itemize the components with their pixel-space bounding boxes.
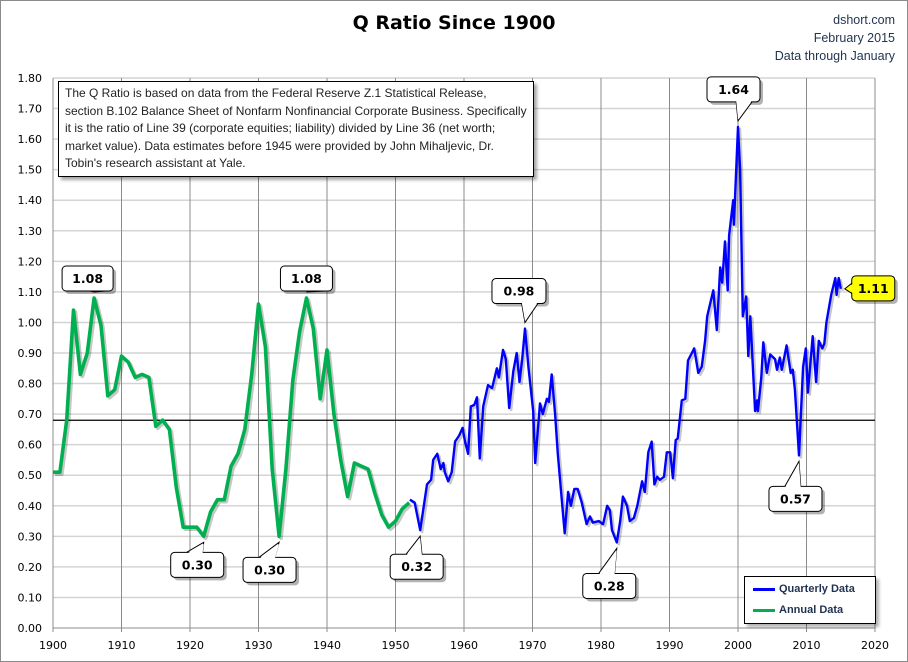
series-line-annual [53,296,411,539]
callout-label: 0.32 [401,559,432,574]
x-tick-label: 2010 [793,639,821,652]
y-tick-label: 1.40 [18,194,43,207]
data-through-label: Data through January [774,49,895,63]
x-tick-label: 1940 [313,639,341,652]
y-tick-label: 1.60 [18,133,43,146]
callout: 0.32 [389,534,447,583]
x-tick-label: 1930 [245,639,273,652]
callout-pointer-fill [521,302,538,322]
y-tick-label: 1.30 [18,225,43,238]
y-tick-label: 0.10 [18,591,43,604]
series-shadow [411,127,844,546]
date-label: February 2015 [813,31,895,45]
callout: 0.57 [768,459,825,515]
callout-label: 0.30 [254,562,285,577]
callout-pointer-fill [90,289,106,291]
x-tick-label: 1920 [176,639,204,652]
y-tick-label: 0.70 [18,408,43,421]
callout-box [491,278,547,305]
y-tick-label: 1.80 [18,72,43,85]
x-tick-label: 2020 [861,639,889,652]
callout: 1.11 [843,275,898,304]
x-tick-label: 1900 [39,639,67,652]
y-tick-label: 1.70 [18,103,43,116]
callout-label: 0.57 [780,491,811,506]
x-tick-label: 2000 [724,639,752,652]
legend-swatch-quarterly [753,587,775,591]
x-tick-label: 1950 [382,639,410,652]
callout-pointer-fill [186,543,204,554]
source-label: dshort.com [833,13,895,27]
legend: Quarterly Data Annual Data [744,576,876,624]
y-tick-label: 1.00 [18,316,43,329]
legend-label-annual: Annual Data [779,604,844,616]
series-shadow [55,298,413,541]
callout-box [61,265,114,292]
callout: 0.30 [242,541,300,586]
callout-pointer-fill [784,462,801,488]
callout-box [279,265,333,292]
callout-box [706,76,761,103]
y-tick-label: 1.10 [18,286,43,299]
callout-pointer-fill [258,543,280,559]
legend-swatch-annual [753,608,775,612]
series-line-quarterly [409,125,842,544]
callout-pointer-fill [736,100,753,120]
callout-label: 1.08 [72,271,103,286]
x-tick-label: 1910 [108,639,136,652]
y-tick-label: 0.80 [18,378,43,391]
y-tick-label: 0.50 [18,469,43,482]
callout-pointer-fill [846,283,854,294]
callout-label: 0.98 [504,284,535,299]
callout-label: 1.08 [291,271,322,286]
legend-item-annual: Annual Data [753,604,843,616]
callout-label: 1.64 [718,82,749,97]
y-tick-label: 0.90 [18,347,43,360]
y-tick-label: 1.50 [18,164,43,177]
y-tick-label: 0.40 [18,500,43,513]
callout-pointer-fill [306,289,325,291]
callout: 0.28 [582,546,639,602]
callout: 1.64 [706,76,763,123]
callout-label: 0.28 [594,578,625,593]
x-tick-label: 1960 [450,639,478,652]
y-tick-label: 0.00 [18,622,43,635]
y-tick-label: 0.30 [18,530,43,543]
x-tick-label: 1970 [519,639,547,652]
legend-item-quarterly: Quarterly Data [753,583,855,595]
chart-title: Q Ratio Since 1900 [352,12,556,34]
x-tick-label: 1990 [656,639,684,652]
y-tick-label: 0.60 [18,439,43,452]
callout-pointer-fill [598,549,617,575]
legend-label-quarterly: Quarterly Data [779,583,855,595]
callout-label: 1.11 [858,281,889,296]
callout-label: 0.30 [182,557,213,572]
description-note: The Q Ratio is based on data from the Fe… [58,81,534,177]
y-tick-label: 1.20 [18,255,43,268]
callout-pointer-fill [406,537,422,556]
x-tick-label: 1980 [587,639,615,652]
callout: 0.98 [491,278,549,324]
callout: 0.30 [170,541,227,581]
callout: 1.08 [279,265,336,294]
y-tick-label: 0.20 [18,561,43,574]
callout: 1.08 [61,265,117,294]
